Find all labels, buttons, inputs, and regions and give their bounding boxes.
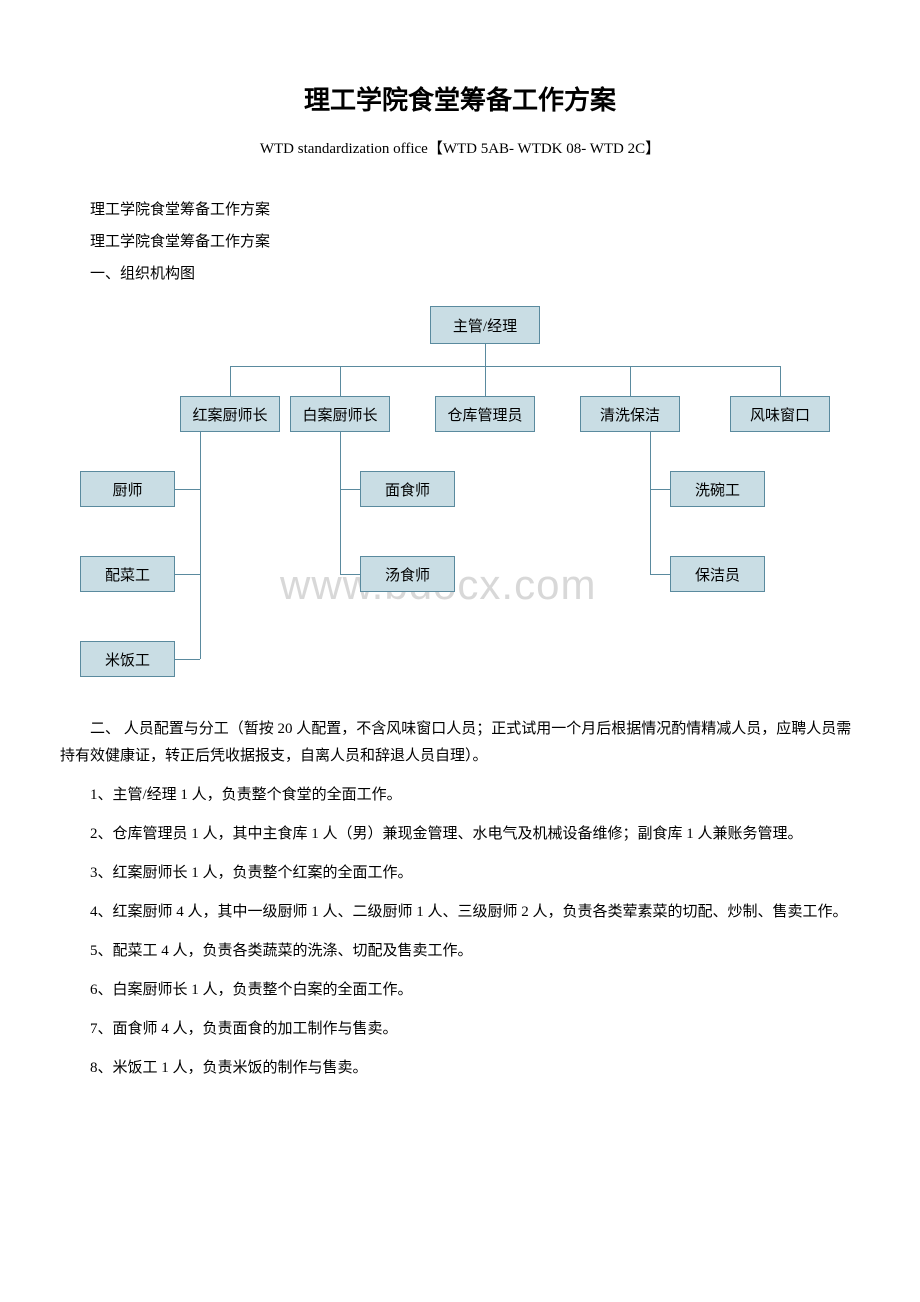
chart-line [340, 432, 341, 574]
chart-line [780, 366, 781, 396]
chart-line [650, 489, 670, 490]
node-lb-1: 面食师 [360, 471, 455, 507]
para-1: 1、主管/经理 1 人，负责整个食堂的全面工作。 [60, 782, 860, 809]
repeat-line-2: 理工学院食堂筹备工作方案 [60, 230, 860, 254]
doc-subtitle: WTD standardization office【WTD 5AB- WTDK… [60, 137, 860, 158]
node-l2-2: 白案厨师长 [290, 396, 390, 432]
para-3: 3、红案厨师长 1 人，负责整个红案的全面工作。 [60, 860, 860, 887]
node-lc-2: 保洁员 [670, 556, 765, 592]
chart-line [230, 366, 231, 396]
para-5: 5、配菜工 4 人，负责各类蔬菜的洗涤、切配及售卖工作。 [60, 938, 860, 965]
chart-line [230, 366, 780, 367]
chart-line [650, 432, 651, 574]
node-lb-2: 汤食师 [360, 556, 455, 592]
chart-line [175, 489, 200, 490]
para-7: 7、面食师 4 人，负责面食的加工制作与售卖。 [60, 1016, 860, 1043]
node-root: 主管/经理 [430, 306, 540, 344]
node-la-1: 厨师 [80, 471, 175, 507]
section-1-heading: 一、组织机构图 [60, 262, 860, 286]
node-la-2: 配菜工 [80, 556, 175, 592]
chart-line [340, 489, 360, 490]
section-2-intro: 二、 人员配置与分工（暂按 20 人配置，不含风味窗口人员；正式试用一个月后根据… [60, 716, 860, 770]
para-2: 2、仓库管理员 1 人，其中主食库 1 人（男）兼现金管理、水电气及机械设备维修… [60, 821, 860, 848]
chart-line [650, 574, 670, 575]
chart-line [340, 366, 341, 396]
para-4: 4、红案厨师 4 人，其中一级厨师 1 人、二级厨师 1 人、三级厨师 2 人，… [60, 899, 860, 926]
repeat-line-1: 理工学院食堂筹备工作方案 [60, 198, 860, 222]
para-8: 8、米饭工 1 人，负责米饭的制作与售卖。 [60, 1055, 860, 1082]
node-l2-5: 风味窗口 [730, 396, 830, 432]
chart-line [485, 344, 486, 366]
doc-title: 理工学院食堂筹备工作方案 [60, 80, 860, 117]
node-l2-1: 红案厨师长 [180, 396, 280, 432]
chart-line [630, 366, 631, 396]
chart-line [340, 574, 360, 575]
node-la-3: 米饭工 [80, 641, 175, 677]
chart-line [200, 432, 201, 659]
para-6: 6、白案厨师长 1 人，负责整个白案的全面工作。 [60, 977, 860, 1004]
chart-line [485, 366, 486, 396]
node-l2-4: 清洗保洁 [580, 396, 680, 432]
org-chart: www.bdocx.com 主管/经理 红案厨师长 白案厨师长 仓库管理员 清洗… [80, 306, 840, 686]
chart-line [175, 574, 200, 575]
node-l2-3: 仓库管理员 [435, 396, 535, 432]
chart-line [175, 659, 200, 660]
node-lc-1: 洗碗工 [670, 471, 765, 507]
